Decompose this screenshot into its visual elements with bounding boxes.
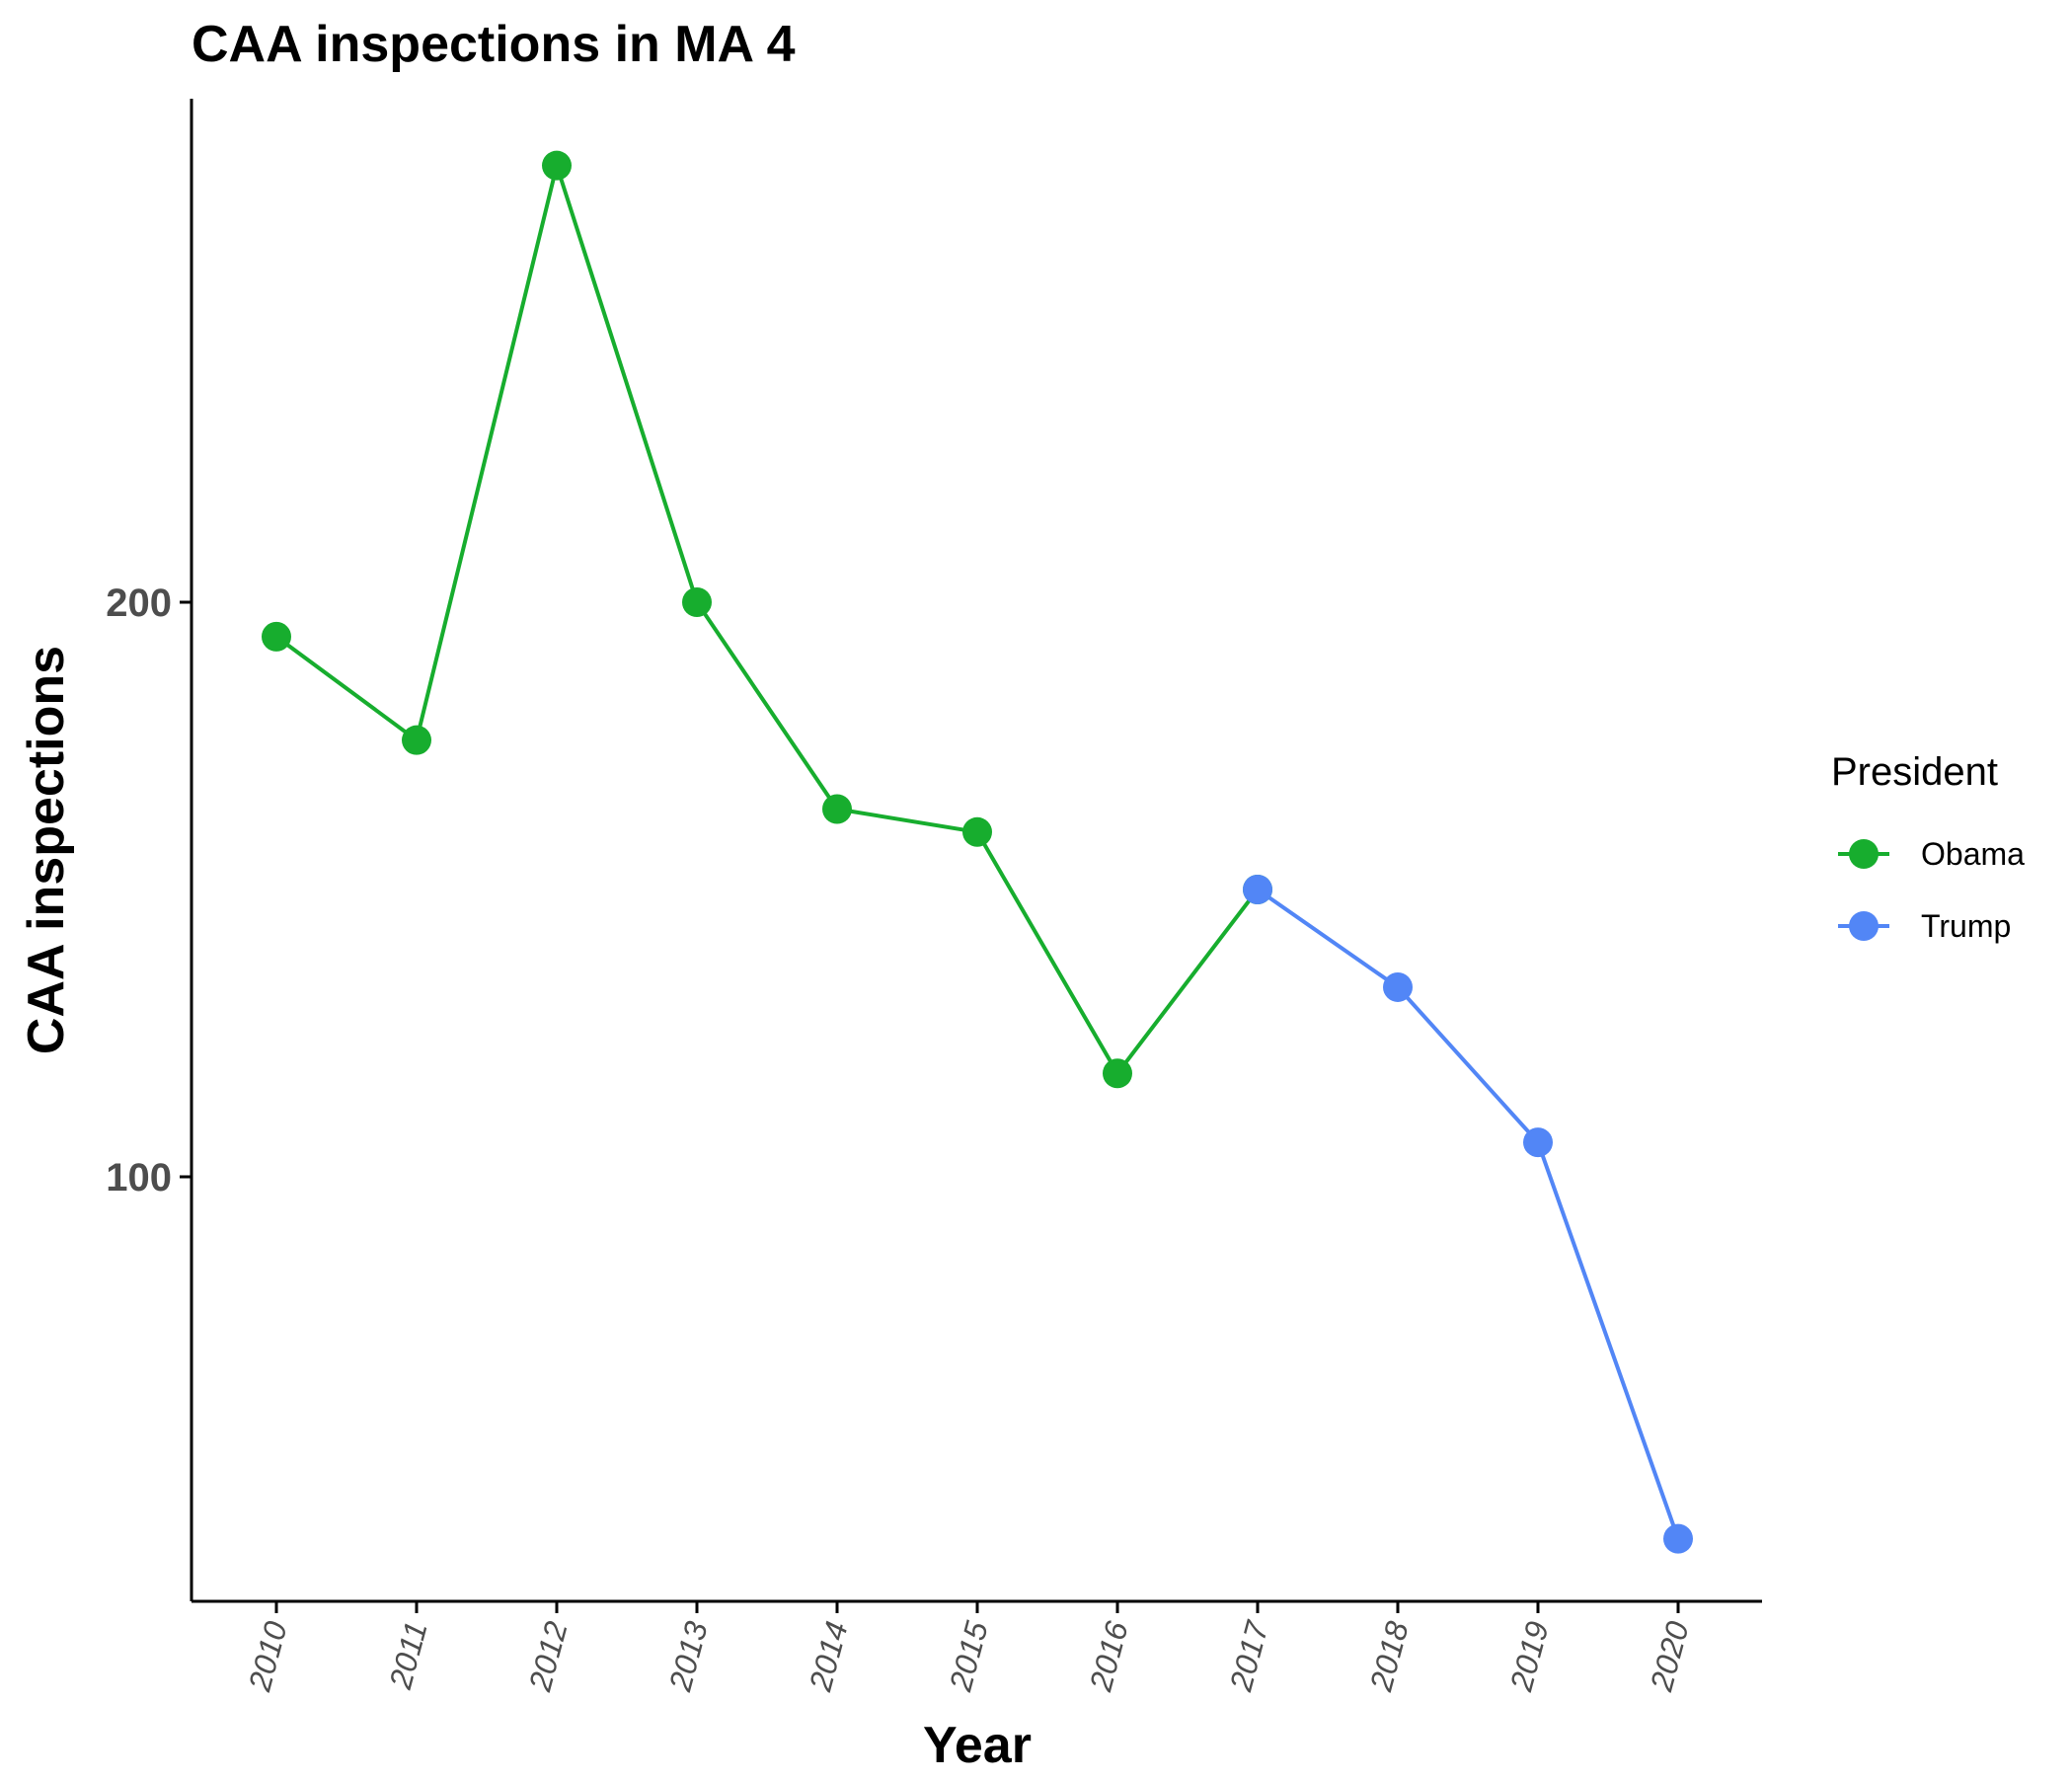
x-tick-label: 2016 [1082,1617,1135,1695]
y-tick-label: 100 [106,1156,172,1200]
x-tick-label: 2012 [521,1617,575,1695]
series-line-trump [1256,888,1680,1540]
x-tick-label: 2018 [1362,1617,1416,1695]
x-tick-label: 2014 [802,1617,854,1695]
y-axis-label: CAA inspections [18,646,75,1054]
x-axis-label: Year [923,1717,1032,1774]
x-axis-ticks: 2010 2011 2012 2013 2014 2015 2016 2017 2018 2019… [241,1601,1696,1696]
data-point-trump-2017 [1243,875,1272,904]
x-tick-label: 2013 [661,1617,715,1695]
data-point-trump-2018 [1383,971,1413,1002]
legend-label-trump: Trump [1921,908,2011,944]
plot-area [262,150,1693,1554]
data-point-obama-2016 [1103,1058,1132,1089]
data-point-trump-2019 [1523,1127,1553,1158]
x-tick-label: 2019 [1502,1617,1556,1695]
data-point-obama-2015 [962,816,992,847]
data-point-obama-2013 [682,587,712,617]
legend-title: President [1831,750,1998,794]
legend: President Obama Trump [1831,750,2025,944]
data-point-trump-2020 [1663,1523,1693,1554]
data-point-obama-2010 [262,621,291,652]
x-tick-label: 2017 [1222,1616,1275,1695]
data-point-obama-2011 [402,725,431,755]
chart-title: CAA inspections in MA 4 [192,16,796,73]
y-axis-ticks: 100 200 [106,581,192,1200]
legend-key-point [1849,839,1879,869]
x-tick-label: 2015 [942,1617,995,1695]
series-line-obama [274,158,1260,1077]
x-tick-label: 2020 [1643,1617,1696,1695]
y-tick-label: 200 [106,581,172,625]
x-tick-label: 2011 [382,1617,434,1693]
x-tick-label: 2010 [241,1617,294,1695]
legend-key-point [1849,911,1879,941]
legend-label-obama: Obama [1921,836,2025,872]
data-point-obama-2014 [822,794,852,824]
data-point-obama-2012 [542,150,572,181]
